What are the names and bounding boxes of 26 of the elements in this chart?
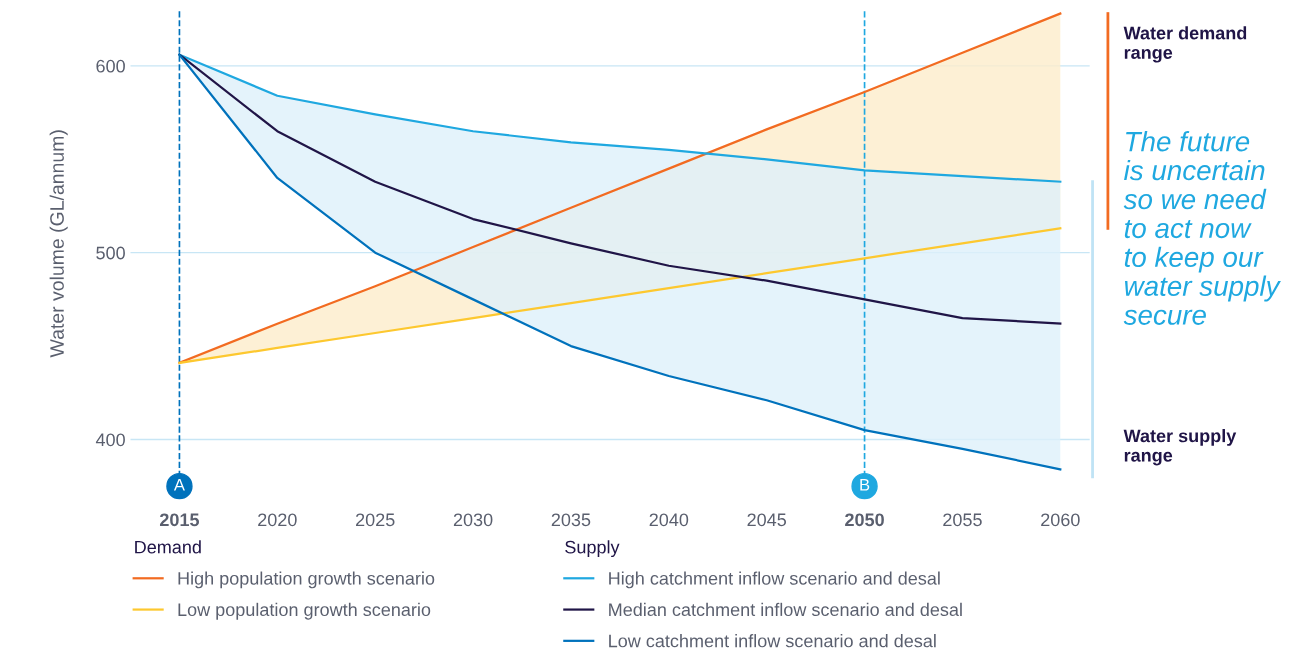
y-tick-label: 600 <box>96 59 125 73</box>
y-tick-label: 400 <box>95 433 125 447</box>
x-tick-label: 2055 <box>943 513 982 527</box>
x-tick-label: 2045 <box>747 513 787 527</box>
x-tick-label: 2060 <box>1041 513 1080 527</box>
x-tick-label: 2020 <box>258 513 297 527</box>
x-tick-label: 2050 <box>845 513 884 527</box>
text: Water supply range <box>1123 429 1237 466</box>
x-tick-label: 2035 <box>551 513 591 527</box>
x-tick-label: 2025 <box>356 513 395 527</box>
x-tick-label: 2030 <box>453 513 493 527</box>
legend-label: High population growth scenario <box>178 571 435 589</box>
y-tick-label: 500 <box>96 246 125 260</box>
x-tick-label: 2040 <box>649 513 689 527</box>
legend-label: Median catchment inflow scenario and desal <box>609 602 962 617</box>
ref-line-label: A <box>173 479 185 491</box>
x-tick-label: 2015 <box>159 513 200 527</box>
y-axis-title: Water volume (GL/annum) <box>49 130 68 358</box>
text: The future is uncertain so we need to act now to keep our water supply secure <box>1123 131 1281 325</box>
text: Supply <box>565 540 620 558</box>
ref-line-label: B <box>860 479 870 491</box>
legend-label: Low population growth scenario <box>178 602 431 620</box>
legend-label: High catchment inflow scenario and desal <box>609 571 940 589</box>
legend-label: Low catchment inflow scenario and desal <box>609 634 936 648</box>
text: Demand <box>135 540 201 554</box>
text: Water demand range <box>1123 26 1247 63</box>
